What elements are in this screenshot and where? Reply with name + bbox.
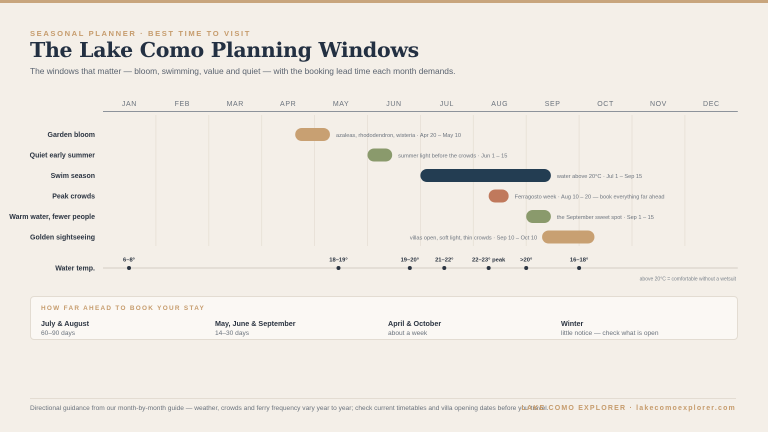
bar-annotation: Ferragosto week · Aug 10 – 20 — book eve… bbox=[515, 194, 665, 200]
water-temp-point bbox=[127, 266, 131, 270]
timeline-bar bbox=[542, 230, 595, 244]
month-tick-label: DEC bbox=[703, 101, 720, 108]
row-label: Quiet early summer bbox=[30, 153, 96, 160]
row-label: Golden sightseeing bbox=[30, 235, 95, 242]
footer-brand: LAKE COMO EXPLORER · lakecomoexplorer.co… bbox=[521, 405, 736, 412]
booking-item-label: July & August bbox=[41, 319, 90, 328]
water-temp-value: 16–18° bbox=[570, 258, 589, 264]
top-accent-bar bbox=[0, 0, 768, 3]
timeline-bar bbox=[420, 169, 551, 182]
booking-panel-title: HOW FAR AHEAD TO BOOK YOUR STAY bbox=[41, 305, 206, 312]
month-tick-label: NOV bbox=[650, 101, 667, 108]
booking-item-spring-autumn: April & October about a week bbox=[388, 319, 441, 337]
water-temp-value: >20° bbox=[520, 258, 533, 264]
row-label: Peak crowds bbox=[52, 194, 95, 201]
bar-annotation: azaleas, rhododendron, wisteria · Apr 20… bbox=[336, 133, 461, 139]
timeline-bar bbox=[488, 189, 509, 203]
row-label: Garden bloom bbox=[48, 132, 95, 139]
bar-annotation: summer light before the crowds · Jun 1 –… bbox=[398, 153, 507, 159]
month-tick-label: SEP bbox=[545, 101, 561, 108]
water-temp-value: 19–20° bbox=[401, 258, 420, 264]
row-label: Warm water, fewer people bbox=[9, 214, 95, 221]
water-temp-value: 6–8° bbox=[123, 258, 136, 264]
water-temp-point bbox=[524, 266, 529, 270]
booking-item-shoulder: May, June & September 14–30 days bbox=[215, 319, 296, 337]
water-temp-value: 21–22° bbox=[435, 258, 454, 264]
booking-item-value: about a week bbox=[388, 330, 428, 337]
water-temp-point bbox=[407, 266, 412, 270]
booking-panel: HOW FAR AHEAD TO BOOK YOUR STAY July & A… bbox=[30, 296, 738, 340]
water-temp-label: Water temp. bbox=[55, 265, 95, 272]
page-subtitle: The windows that matter — bloom, swimmin… bbox=[30, 66, 456, 76]
booking-item-winter: Winter little notice — check what is ope… bbox=[561, 319, 659, 337]
water-temp-note: above 20°C = comfortable without a wetsu… bbox=[640, 277, 737, 283]
booking-item-label: April & October bbox=[388, 319, 442, 328]
booking-item-value: 14–30 days bbox=[215, 330, 250, 337]
booking-item-label: May, June & September bbox=[215, 319, 296, 328]
kicker: SEASONAL PLANNER · BEST TIME TO VISIT bbox=[30, 29, 251, 38]
bar-annotation: water above 20°C · Jul 1 – Sep 15 bbox=[556, 174, 642, 180]
timeline-bar bbox=[526, 210, 551, 223]
row-label: Swim season bbox=[51, 173, 95, 180]
footer-divider bbox=[30, 398, 736, 399]
month-tick-label: AUG bbox=[491, 101, 508, 108]
water-temp-point bbox=[577, 266, 582, 270]
booking-item-label: Winter bbox=[561, 319, 584, 328]
month-tick-label: APR bbox=[280, 101, 296, 108]
water-temp-point bbox=[486, 266, 491, 270]
footer-note: Directional guidance from our month-by-m… bbox=[30, 405, 549, 412]
month-tick-label: JUL bbox=[440, 101, 454, 108]
booking-item-value: 60–90 days bbox=[41, 330, 76, 337]
timeline-bar bbox=[295, 128, 330, 141]
page-title: The Lake Como Planning Windows bbox=[30, 38, 419, 62]
month-tick-label: MAY bbox=[333, 101, 349, 108]
booking-item-summer: July & August 60–90 days bbox=[41, 319, 89, 337]
month-tick-label: MAR bbox=[227, 101, 244, 108]
month-tick-label: OCT bbox=[597, 101, 614, 108]
water-temp-value: 18–19° bbox=[329, 258, 348, 264]
month-tick-label: FEB bbox=[175, 101, 190, 108]
water-temp-point bbox=[336, 266, 341, 270]
timeline-bar bbox=[367, 148, 393, 162]
water-temp-point bbox=[442, 266, 447, 270]
bar-annotation: the September sweet spot · Sep 1 – 15 bbox=[557, 215, 654, 221]
timeline-chart: JAN FEB MAR APR MAY JUN JUL AUG SEP OCT NOV DEC Gard… bbox=[9, 101, 738, 283]
water-temp-value: 22–23° peak bbox=[472, 258, 506, 264]
bar-annotation: villas open, soft light, thin crowds · S… bbox=[410, 235, 537, 241]
booking-item-value: little notice — check what is open bbox=[561, 330, 659, 337]
month-tick-label: JAN bbox=[122, 101, 137, 108]
month-tick-label: JUN bbox=[386, 101, 401, 108]
